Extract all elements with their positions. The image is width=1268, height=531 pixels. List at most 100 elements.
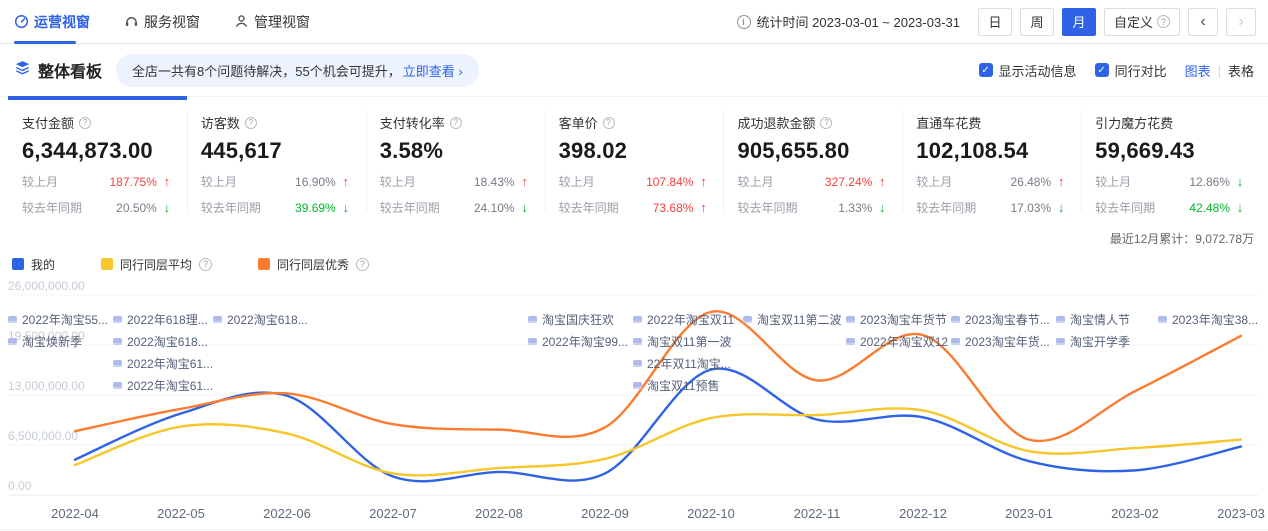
delta-percent: 107.84%	[646, 174, 694, 189]
next-period-button[interactable]: ›	[1226, 7, 1256, 36]
event-annotation[interactable]: 2023淘宝年货节	[846, 311, 947, 328]
event-annotation-label: 2022年淘宝双11	[647, 313, 735, 327]
summary-label: 最近12月累计：	[1109, 231, 1196, 246]
table-view-button[interactable]: 表格	[1227, 63, 1254, 79]
event-annotation-label: 2023淘宝春节...	[965, 313, 1050, 327]
summary-value: 9,072.78万	[1195, 231, 1254, 246]
x-axis-tick: 2022-11	[794, 506, 841, 521]
delta-percent: 18.43%	[473, 174, 515, 189]
card-value: 398.02	[558, 138, 628, 163]
delta-percent: 26.48%	[1010, 174, 1052, 189]
delta-mom: 较上月 12.86% ↓	[1095, 173, 1246, 190]
event-annotation[interactable]: 2022淘宝618...	[113, 333, 208, 350]
event-annotation[interactable]: 淘宝开学季	[1056, 333, 1130, 350]
delta-yoy: 较去年同期 73.68% ↑	[559, 199, 710, 216]
toggle-label: 显示活动信息	[998, 63, 1077, 79]
event-annotation[interactable]: 2022年618理...	[113, 311, 208, 328]
delta-yoy: 较去年同期 42.48% ↓	[1095, 199, 1246, 216]
delta-mom: 较上月 187.75% ↑	[22, 173, 173, 190]
delta-percent: 12.86%	[1189, 174, 1231, 189]
event-annotation[interactable]: 2022年淘宝双11	[633, 311, 734, 328]
event-annotation-label: 2022年淘宝61...	[127, 357, 214, 371]
stat-time-label: 统计时间	[756, 15, 809, 30]
kpi-card-支付转化率[interactable]: 支付转化率? 3.58% 较上月 18.43% ↑ 较去年同期 24.10% ↓	[365, 97, 545, 224]
event-annotation[interactable]: 2022淘宝618...	[213, 311, 308, 328]
event-annotation-label: 2022淘宝618...	[127, 335, 208, 349]
toggle-同行对比[interactable]: ✓ 同行对比	[1094, 61, 1167, 80]
tab-operation-view[interactable]: 运营视窗	[14, 0, 90, 44]
delta-label: 较去年同期	[558, 201, 619, 215]
kpi-card-引力魔方花费[interactable]: 引力魔方花费 59,669.43 较上月 12.86% ↓ 较去年同期 42.48% ↓	[1081, 97, 1260, 224]
delta-mom: 较上月 16.90% ↑	[201, 173, 352, 190]
down-arrow-icon: ↓	[879, 200, 886, 215]
y-axis-tick: 26,000,000.00	[8, 279, 85, 293]
legend-item-同行同层优秀[interactable]: 同行同层优秀?	[258, 256, 370, 273]
event-annotation[interactable]: 淘宝情人节	[1056, 311, 1130, 328]
kpi-card-支付金额[interactable]: 支付金额? 6,344,873.00 较上月 187.75% ↑ 较去年同期 20.50% ↓	[8, 96, 187, 224]
checkbox-icon[interactable]: ✓	[978, 63, 993, 77]
event-annotation[interactable]: 淘宝焕新季	[8, 333, 82, 350]
period-button-月[interactable]: 月	[1061, 7, 1096, 36]
legend-label: 我的	[31, 257, 56, 272]
legend-label: 同行同层平均	[120, 257, 193, 272]
event-annotation-label: 2022年淘宝61...	[127, 379, 214, 393]
kpi-card-成功退款金额[interactable]: 成功退款金额? 905,655.80 较上月 327.24% ↑ 较去年同期 1.33% ↓	[723, 97, 902, 224]
event-annotation[interactable]: 淘宝双11预售	[633, 377, 719, 394]
event-annotation[interactable]: 淘宝双11第二波	[743, 311, 841, 328]
toggle-group: ✓ 显示活动信息 ✓ 同行对比	[978, 61, 1167, 80]
summary-row: 最近12月累计： 9,072.78万	[0, 226, 1268, 250]
up-arrow-icon: ↑	[700, 174, 707, 189]
event-annotation-label: 2022年淘宝双12	[860, 335, 949, 349]
kpi-card-客单价[interactable]: 客单价? 398.02 较上月 107.84% ↑ 较去年同期 73.68% ↑	[544, 97, 724, 224]
tab-management-view[interactable]: 管理视窗	[234, 0, 310, 44]
delta-label: 较去年同期	[1095, 201, 1156, 215]
event-annotation[interactable]: 2022年淘宝61...	[113, 355, 213, 372]
event-flag-icon	[8, 316, 17, 323]
legend-label: 同行同层优秀	[277, 257, 350, 272]
event-annotation[interactable]: 2023年淘宝38...	[1158, 311, 1258, 328]
event-flag-icon	[951, 338, 960, 345]
down-arrow-icon: ↓	[521, 200, 528, 215]
toggle-显示活动信息[interactable]: ✓ 显示活动信息	[978, 61, 1077, 80]
event-flag-icon	[743, 316, 752, 323]
delta-label: 较去年同期	[22, 201, 83, 215]
event-annotation[interactable]: 2023淘宝年货...	[951, 333, 1050, 350]
delta-percent: 24.10%	[473, 200, 515, 215]
help-icon: ?	[79, 116, 92, 129]
tab-label: 管理视窗	[254, 13, 310, 30]
top-nav: 运营视窗 服务视窗 管理视窗 i 统计时间 2023-03-01 ~ 2023-…	[0, 0, 1268, 44]
divider: |	[1217, 62, 1221, 78]
delta-mom: 较上月 26.48% ↑	[916, 173, 1067, 190]
event-annotation[interactable]: 2023淘宝春节...	[951, 311, 1050, 328]
event-annotation[interactable]: 2022年淘宝61...	[113, 377, 213, 394]
period-button-周[interactable]: 周	[1019, 7, 1054, 36]
view-now-link[interactable]: 立即查看 ›	[402, 63, 463, 79]
kpi-card-访客数[interactable]: 访客数? 445,617 较上月 16.90% ↑ 较去年同期 39.69% ↓	[186, 97, 366, 224]
legend-item-我的[interactable]: 我的	[12, 256, 55, 273]
chart-view-button[interactable]: 图表	[1184, 63, 1211, 79]
event-annotation[interactable]: 淘宝双11第一波	[633, 333, 731, 350]
down-arrow-icon: ↓	[342, 200, 349, 215]
event-annotation[interactable]: 2022年淘宝55...	[8, 311, 108, 328]
tab-service-view[interactable]: 服务视窗	[124, 0, 200, 44]
event-flag-icon	[633, 360, 642, 367]
delta-label: 较去年同期	[916, 201, 977, 215]
prev-period-button[interactable]: ‹	[1188, 7, 1218, 36]
event-annotation[interactable]: 2022年淘宝双12	[846, 333, 948, 350]
kpi-card-直通车花费[interactable]: 直通车花费 102,108.54 较上月 26.48% ↑ 较去年同期 17.03% ↓	[902, 97, 1081, 224]
period-button-日[interactable]: 日	[977, 7, 1012, 36]
y-axis-tick: 13,000,000.00	[8, 379, 85, 393]
layers-icon	[14, 59, 31, 81]
help-icon: ?	[356, 257, 370, 271]
legend-item-同行同层平均[interactable]: 同行同层平均?	[101, 256, 213, 273]
period-button-自定义[interactable]: 自定义?	[1103, 7, 1180, 36]
checkbox-icon[interactable]: ✓	[1094, 63, 1109, 77]
event-annotation[interactable]: 淘宝国庆狂欢	[528, 311, 614, 328]
event-annotation[interactable]: 2022年淘宝99...	[528, 333, 628, 350]
notice-text: 全店一共有8个问题待解决，55个机会可提升，	[132, 63, 401, 79]
series-line-同行同层优秀	[73, 310, 1243, 443]
card-title: 直通车花费	[916, 116, 982, 131]
card-value: 6,344,873.00	[22, 138, 153, 163]
x-axis-tick: 2022-10	[687, 506, 735, 521]
event-annotation[interactable]: 22年双11淘宝...	[633, 355, 731, 372]
